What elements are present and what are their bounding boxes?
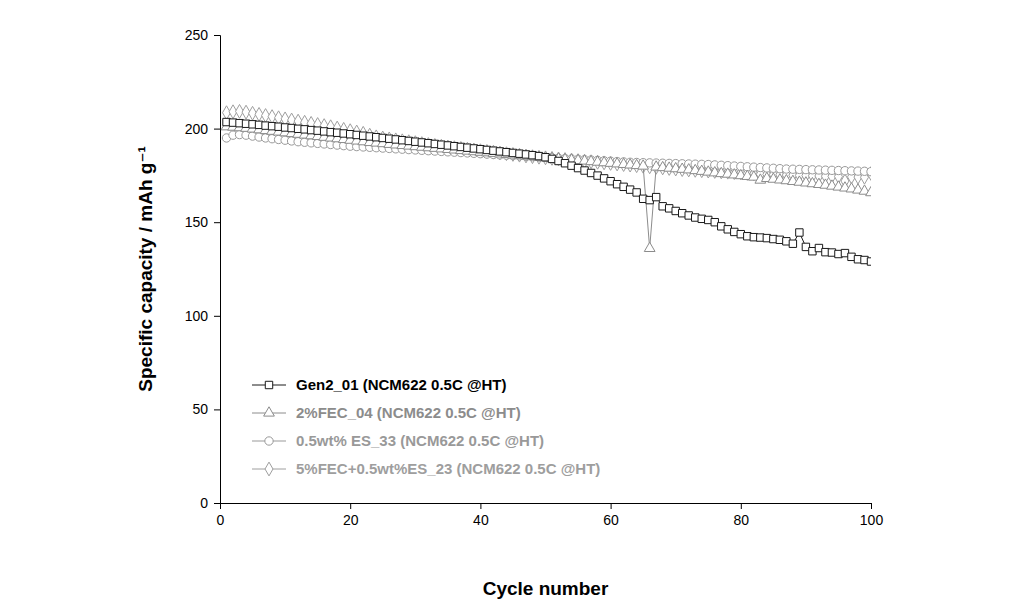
x-tick: 0 <box>217 503 225 528</box>
series-marker <box>652 193 659 200</box>
x-tick-label: 100 <box>860 512 884 528</box>
y-tick-label: 0 <box>200 495 208 511</box>
legend-item: 0.5wt% ES_33 (NCM622 0.5C @HT) <box>252 432 544 449</box>
x-tick-mark <box>611 503 612 509</box>
x-tick-label: 60 <box>603 512 619 528</box>
legend-item: 5%FEC+0.5wt%ES_23 (NCM622 0.5C @HT) <box>252 460 600 477</box>
x-tick: 80 <box>734 503 750 528</box>
series-marker <box>789 240 796 247</box>
y-tick-mark <box>214 129 220 130</box>
legend-marker <box>265 381 272 388</box>
x-tick-mark <box>350 503 351 509</box>
y-axis-line <box>214 36 221 504</box>
legend-marker <box>264 407 275 416</box>
legend-label: 5%FEC+0.5wt%ES_23 (NCM622 0.5C @HT) <box>296 460 600 477</box>
y-tick-label: 150 <box>185 214 209 230</box>
x-axis-title: Cycle number <box>483 578 609 599</box>
x-tick: 100 <box>860 503 884 528</box>
y-tick-label: 200 <box>185 121 209 137</box>
y-axis: 0 50 100 150 200 250 <box>185 27 221 511</box>
legend-item: 2%FEC_04 (NCM622 0.5C @HT) <box>252 404 521 421</box>
x-tick-label: 40 <box>473 512 489 528</box>
y-tick-label: 50 <box>192 401 208 417</box>
legend-item: Gen2_01 (NCM622 0.5C @HT) <box>252 376 507 393</box>
y-tick: 250 <box>185 27 220 43</box>
x-tick-label: 80 <box>734 512 750 528</box>
legend-label: 2%FEC_04 (NCM622 0.5C @HT) <box>296 404 521 421</box>
legend-marker <box>265 437 273 445</box>
legend-label: Gen2_01 (NCM622 0.5C @HT) <box>296 376 507 393</box>
series-marker <box>867 167 871 175</box>
legend-label: 0.5wt% ES_33 (NCM622 0.5C @HT) <box>296 432 544 449</box>
x-tick-label: 20 <box>343 512 359 528</box>
y-tick-mark <box>214 316 220 317</box>
y-tick-label: 250 <box>185 27 209 43</box>
y-tick: 50 <box>192 401 220 417</box>
y-tick: 100 <box>185 308 220 324</box>
x-tick-mark <box>741 503 742 509</box>
x-tick-mark <box>871 503 872 509</box>
x-tick-label: 0 <box>217 512 225 528</box>
y-axis-title: Specific capacity / mAh g⁻¹ <box>135 146 156 392</box>
x-tick: 20 <box>343 503 359 528</box>
series-marker <box>796 229 803 236</box>
y-tick-mark <box>214 503 220 504</box>
data-layer <box>221 104 871 265</box>
series-line <box>227 122 871 261</box>
series-marker <box>638 160 649 169</box>
x-tick: 60 <box>603 503 619 528</box>
plot-area: 0 20 40 60 80 100 0 50 100 150 200 250 Gen2_01 (NCM6… <box>185 27 884 528</box>
y-tick-label: 100 <box>185 308 209 324</box>
series-marker <box>867 258 871 265</box>
series-line <box>227 111 871 181</box>
x-tick-mark <box>480 503 481 509</box>
x-axis-line <box>221 504 872 510</box>
y-tick: 150 <box>185 214 220 230</box>
x-tick: 40 <box>473 503 489 528</box>
y-tick-mark <box>214 35 220 36</box>
y-tick-mark <box>214 409 220 410</box>
x-axis: 0 20 40 60 80 100 <box>217 503 884 528</box>
chart: 0 20 40 60 80 100 0 50 100 150 200 250 Gen2_01 (NCM6… <box>0 0 1035 613</box>
y-tick-mark <box>214 222 220 223</box>
series-marker <box>644 242 655 251</box>
series-marker <box>867 167 871 181</box>
legend-marker <box>265 462 273 476</box>
y-tick: 0 <box>200 495 220 511</box>
y-tick: 200 <box>185 121 220 137</box>
legend: Gen2_01 (NCM622 0.5C @HT) 2%FEC_04 (NCM62… <box>252 376 600 477</box>
series-marker <box>866 186 871 195</box>
series-line <box>227 127 871 249</box>
